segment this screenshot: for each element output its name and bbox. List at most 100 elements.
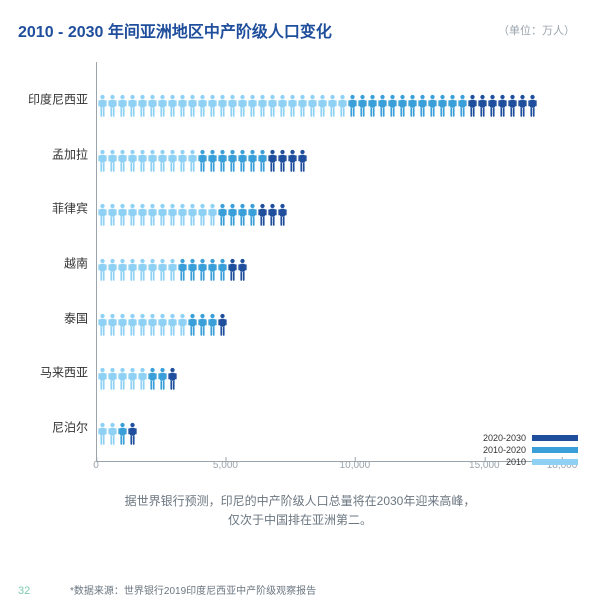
person-icon [478, 94, 487, 118]
x-tick: 5,000 [213, 460, 238, 471]
chart-row: 印度尼西亚 [98, 80, 562, 118]
person-icon [128, 149, 137, 173]
person-icon [128, 258, 137, 282]
person-icon [218, 258, 227, 282]
person-icon [168, 258, 177, 282]
person-icon [178, 94, 187, 118]
row-icons [98, 422, 137, 446]
page: 2010 - 2030 年间亚洲地区中产阶级人口变化 （单位：万人） 印度尼西亚 [0, 0, 600, 607]
y-axis [96, 62, 97, 462]
person-icon [128, 94, 137, 118]
person-icon [158, 203, 167, 227]
person-icon [178, 258, 187, 282]
legend-label: 2020-2030 [483, 433, 526, 443]
person-icon [148, 203, 157, 227]
person-icon [218, 149, 227, 173]
legend-swatch [532, 459, 578, 465]
row-label: 菲律宾 [18, 200, 88, 217]
unit-label: （单位：万人） [498, 22, 575, 38]
person-icon [208, 203, 217, 227]
row-icons [98, 203, 287, 227]
person-icon [278, 203, 287, 227]
person-icon [208, 149, 217, 173]
person-icon [108, 258, 117, 282]
chart-rows: 印度尼西亚 [98, 72, 562, 454]
footnote: *数据来源：世界银行2019印度尼西亚中产阶级观察报告 [70, 582, 316, 597]
legend-label: 2010-2020 [483, 445, 526, 455]
person-icon [208, 258, 217, 282]
person-icon [108, 149, 117, 173]
person-icon [188, 149, 197, 173]
person-icon [158, 313, 167, 337]
person-icon [108, 203, 117, 227]
person-icon [98, 203, 107, 227]
person-icon [138, 203, 147, 227]
person-icon [198, 203, 207, 227]
row-label: 泰国 [18, 309, 88, 326]
person-icon [138, 94, 147, 118]
person-icon [98, 422, 107, 446]
person-icon [98, 313, 107, 337]
legend-swatch [532, 447, 578, 453]
caption-line2: 仅次于中国排在亚洲第二。 [228, 513, 372, 527]
person-icon [198, 258, 207, 282]
person-icon [298, 149, 307, 173]
person-icon [198, 94, 207, 118]
row-label: 马来西亚 [18, 364, 88, 381]
person-icon [158, 149, 167, 173]
person-icon [318, 94, 327, 118]
person-icon [168, 367, 177, 391]
person-icon [188, 94, 197, 118]
person-icon [448, 94, 457, 118]
person-icon [208, 94, 217, 118]
person-icon [168, 313, 177, 337]
legend: 2020-2030 2010-2020 2010 [483, 431, 578, 467]
person-icon [228, 94, 237, 118]
person-icon [98, 94, 107, 118]
person-icon [178, 313, 187, 337]
legend-item: 2010 [483, 457, 578, 467]
person-icon [268, 203, 277, 227]
person-icon [188, 203, 197, 227]
person-icon [398, 94, 407, 118]
person-icon [518, 94, 527, 118]
person-icon [178, 149, 187, 173]
person-icon [138, 313, 147, 337]
person-icon [258, 94, 267, 118]
person-icon [248, 94, 257, 118]
person-icon [278, 149, 287, 173]
person-icon [418, 94, 427, 118]
person-icon [468, 94, 477, 118]
person-icon [278, 94, 287, 118]
person-icon [138, 149, 147, 173]
person-icon [108, 313, 117, 337]
person-icon [528, 94, 537, 118]
person-icon [298, 94, 307, 118]
legend-label: 2010 [506, 457, 526, 467]
person-icon [108, 422, 117, 446]
person-icon [328, 94, 337, 118]
person-icon [108, 94, 117, 118]
person-icon [178, 203, 187, 227]
person-icon [358, 94, 367, 118]
row-icons [98, 258, 247, 282]
caption: 据世界银行预测，印尼的中产阶级人口总量将在2030年迎来高峰， 仅次于中国排在亚… [18, 492, 582, 530]
person-icon [118, 203, 127, 227]
person-icon [138, 258, 147, 282]
person-icon [488, 94, 497, 118]
person-icon [288, 149, 297, 173]
chart-row: 孟加拉 [98, 135, 562, 173]
person-icon [158, 367, 167, 391]
person-icon [128, 203, 137, 227]
person-icon [138, 367, 147, 391]
page-number: 32 [18, 585, 30, 597]
person-icon [208, 313, 217, 337]
row-label: 印度尼西亚 [18, 91, 88, 108]
person-icon [378, 94, 387, 118]
person-icon [188, 258, 197, 282]
person-icon [108, 367, 117, 391]
person-icon [228, 149, 237, 173]
row-icons [98, 94, 537, 118]
row-label: 越南 [18, 254, 88, 271]
person-icon [148, 94, 157, 118]
